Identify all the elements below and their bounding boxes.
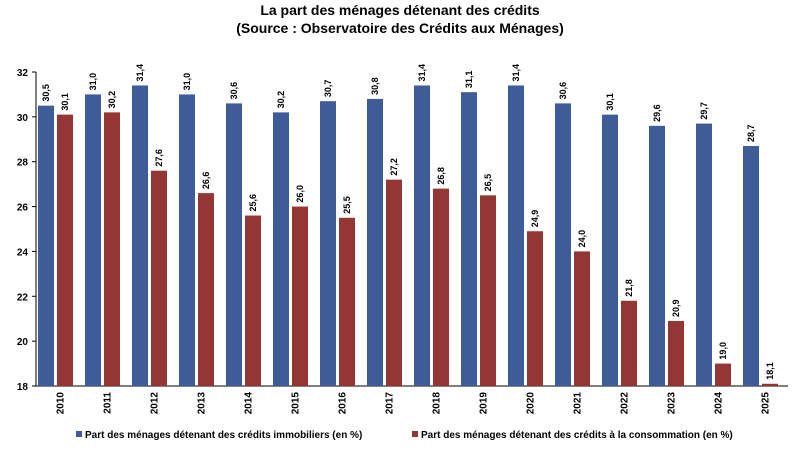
x-tick-label: 2010 — [56, 392, 67, 415]
value-label: 20,9 — [671, 299, 681, 317]
bar — [38, 105, 54, 387]
bar — [715, 363, 731, 386]
x-tick-label: 2012 — [150, 392, 161, 415]
y-tick-label: 24 — [17, 247, 29, 258]
bar — [602, 114, 618, 386]
legend-swatch — [412, 431, 418, 437]
legend-swatch — [76, 431, 82, 437]
x-tick-label: 2021 — [573, 392, 584, 415]
bar — [621, 300, 637, 386]
bar — [85, 94, 101, 386]
value-label: 18,1 — [765, 362, 775, 380]
bar — [480, 195, 496, 386]
value-label: 24,9 — [530, 210, 540, 228]
x-tick-label: 2011 — [103, 392, 114, 414]
value-label: 31,4 — [135, 64, 145, 82]
y-tick-label: 20 — [17, 337, 29, 348]
bar — [527, 231, 543, 386]
bar — [649, 125, 665, 386]
y-tick-label: 32 — [17, 68, 29, 79]
value-label: 30,1 — [605, 93, 615, 111]
value-label: 26,6 — [201, 172, 211, 190]
legend-label: Part des ménages détenant des crédits à … — [421, 430, 733, 441]
bar — [574, 251, 590, 386]
bar — [668, 320, 684, 386]
value-label: 29,6 — [652, 104, 662, 122]
x-tick-label: 2025 — [761, 392, 772, 415]
bar — [57, 114, 73, 386]
bar — [367, 98, 383, 387]
value-label: 30,8 — [370, 77, 380, 95]
value-label: 30,1 — [60, 93, 70, 111]
bar — [461, 92, 477, 386]
x-tick-label: 2017 — [385, 392, 396, 415]
bar — [292, 206, 308, 386]
x-tick-label: 2015 — [291, 392, 302, 415]
chart-subtitle: (Source : Observatoire des Crédits aux M… — [236, 20, 564, 36]
bar — [273, 112, 289, 386]
value-label: 29,7 — [699, 102, 709, 120]
value-label: 30,5 — [41, 84, 51, 102]
x-tick-label: 2020 — [526, 392, 537, 415]
x-tick-label: 2022 — [620, 392, 631, 415]
x-tick-label: 2016 — [338, 392, 349, 415]
value-label: 31,4 — [417, 64, 427, 82]
value-label: 26,8 — [436, 167, 446, 185]
y-tick-label: 18 — [17, 382, 29, 393]
y-tick-label: 30 — [17, 113, 29, 124]
value-label: 21,8 — [624, 279, 634, 297]
bar — [104, 112, 120, 386]
x-tick-label: 2023 — [667, 392, 678, 415]
bar — [696, 123, 712, 386]
value-label: 26,0 — [295, 185, 305, 203]
bar — [226, 103, 242, 387]
value-label: 30,2 — [107, 91, 117, 109]
value-label: 30,6 — [558, 82, 568, 100]
bar — [555, 103, 571, 387]
value-label: 31,4 — [511, 64, 521, 82]
x-tick-label: 2013 — [197, 392, 208, 415]
bar — [245, 215, 261, 386]
bar — [386, 179, 402, 386]
value-label: 19,0 — [718, 342, 728, 360]
bar — [198, 193, 214, 386]
value-label: 27,6 — [154, 149, 164, 167]
value-label: 30,6 — [229, 82, 239, 100]
bar — [320, 101, 336, 387]
bar — [339, 217, 355, 386]
value-label: 30,7 — [323, 80, 333, 98]
bar — [132, 85, 148, 386]
value-label: 26,5 — [483, 174, 493, 192]
value-label: 30,2 — [276, 91, 286, 109]
x-tick-label: 2024 — [714, 392, 725, 415]
value-label: 25,5 — [342, 196, 352, 214]
value-label: 25,6 — [248, 194, 258, 212]
y-tick-label: 28 — [17, 158, 29, 169]
value-label: 27,2 — [389, 158, 399, 176]
x-tick-label: 2014 — [244, 392, 255, 415]
x-tick-label: 2018 — [432, 392, 443, 415]
value-label: 24,0 — [577, 230, 587, 248]
bar — [433, 188, 449, 386]
chart-title: La part des ménages détenant des crédits — [260, 2, 540, 18]
y-tick-label: 22 — [17, 292, 29, 303]
value-label: 31,0 — [88, 73, 98, 91]
bar — [508, 85, 524, 386]
legend-label: Part des ménages détenant des crédits im… — [85, 430, 362, 441]
x-tick-label: 2019 — [479, 392, 490, 415]
value-label: 31,1 — [464, 71, 474, 89]
value-label: 28,7 — [746, 124, 756, 142]
bar — [179, 94, 195, 386]
bar — [151, 170, 167, 386]
bar — [743, 146, 759, 386]
bar — [762, 383, 778, 386]
bar — [414, 85, 430, 386]
value-label: 31,0 — [182, 73, 192, 91]
y-tick-label: 26 — [17, 203, 29, 214]
